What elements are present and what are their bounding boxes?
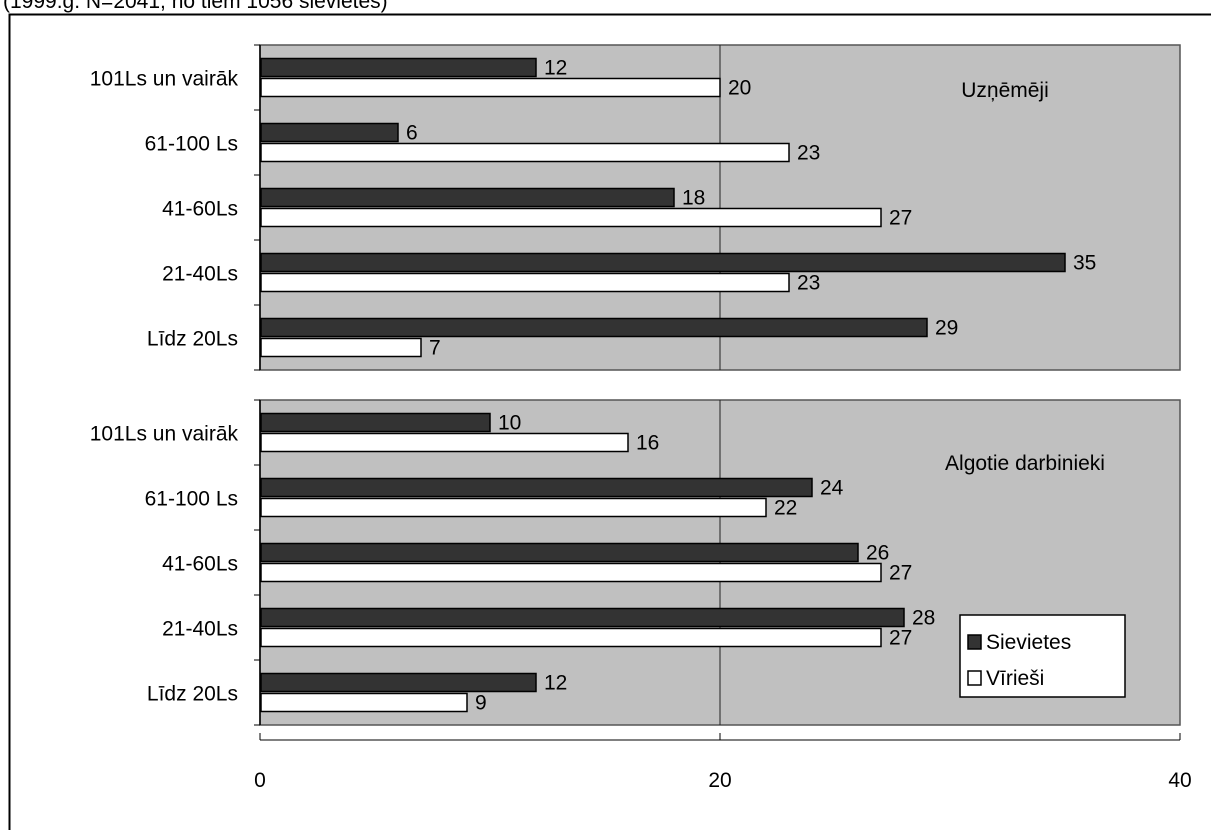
legend-label: Sievietes xyxy=(986,631,1071,654)
y-tick-label: Līdz 20Ls xyxy=(147,328,238,351)
bar-sievietes xyxy=(260,542,859,563)
bar-sievietes xyxy=(260,57,537,78)
data-label: 6 xyxy=(406,122,418,145)
data-label: 12 xyxy=(544,672,567,695)
data-label: 18 xyxy=(682,187,705,210)
y-tick-label: 61-100 Ls xyxy=(145,488,238,511)
bar-sievietes xyxy=(260,477,813,498)
x-tick-label: 40 xyxy=(1168,769,1191,792)
y-tick-label: 41-60Ls xyxy=(162,553,238,576)
data-label: 7 xyxy=(429,337,441,360)
data-label: 20 xyxy=(728,77,751,100)
bar-vīrieši xyxy=(260,497,767,518)
data-label: 28 xyxy=(912,607,935,630)
bar-vīrieši xyxy=(260,272,790,293)
bar-sievietes xyxy=(260,122,399,143)
data-label: 9 xyxy=(475,692,487,715)
bar-sievietes xyxy=(260,412,491,433)
y-tick-label: Līdz 20Ls xyxy=(147,683,238,706)
data-label: 24 xyxy=(820,477,844,500)
y-tick-label: 61-100 Ls xyxy=(145,133,238,156)
chart-subtitle: (1999.g. N=2041, no tiem 1056 sievietes) xyxy=(3,0,388,13)
bar-sievietes xyxy=(260,317,928,338)
data-label: 29 xyxy=(935,317,958,340)
bar-vīrieši xyxy=(260,627,882,648)
panel-label: Uzņēmēji xyxy=(961,79,1049,102)
legend-swatch xyxy=(967,670,982,686)
y-tick-label: 101Ls un vairāk xyxy=(90,68,239,91)
bar-vīrieši xyxy=(260,432,629,453)
x-tick-label: 20 xyxy=(708,769,731,792)
y-tick-label: 21-40Ls xyxy=(162,618,238,641)
data-label: 16 xyxy=(636,432,659,455)
data-label: 23 xyxy=(797,142,820,165)
bar-vīrieši xyxy=(260,337,422,358)
x-tick-label: 0 xyxy=(254,769,266,792)
bar-sievietes xyxy=(260,187,675,208)
chart-border xyxy=(8,13,1211,830)
panel-label: Algotie darbinieki xyxy=(945,452,1105,475)
y-tick-label: 21-40Ls xyxy=(162,263,238,286)
y-tick-label: 41-60Ls xyxy=(162,198,238,221)
bar-vīrieši xyxy=(260,207,882,228)
bar-sievietes xyxy=(260,607,905,628)
data-label: 10 xyxy=(498,412,521,435)
bar-vīrieši xyxy=(260,562,882,583)
data-label: 27 xyxy=(889,562,912,585)
bar-vīrieši xyxy=(260,142,790,163)
y-tick-label: 101Ls un vairāk xyxy=(90,423,239,446)
bar-sievietes xyxy=(260,672,537,693)
data-label: 26 xyxy=(866,542,889,565)
bar-sievietes xyxy=(260,252,1066,273)
data-label: 23 xyxy=(797,272,820,295)
legend-swatch xyxy=(967,634,982,650)
legend-label: Vīrieši xyxy=(986,667,1044,690)
bar-vīrieši xyxy=(260,77,721,98)
data-label: 27 xyxy=(889,627,912,650)
data-label: 35 xyxy=(1073,252,1096,275)
data-label: 12 xyxy=(544,57,567,80)
data-label: 27 xyxy=(889,207,912,230)
data-label: 22 xyxy=(774,497,797,520)
legend-box xyxy=(959,614,1126,698)
bar-vīrieši xyxy=(260,692,468,713)
